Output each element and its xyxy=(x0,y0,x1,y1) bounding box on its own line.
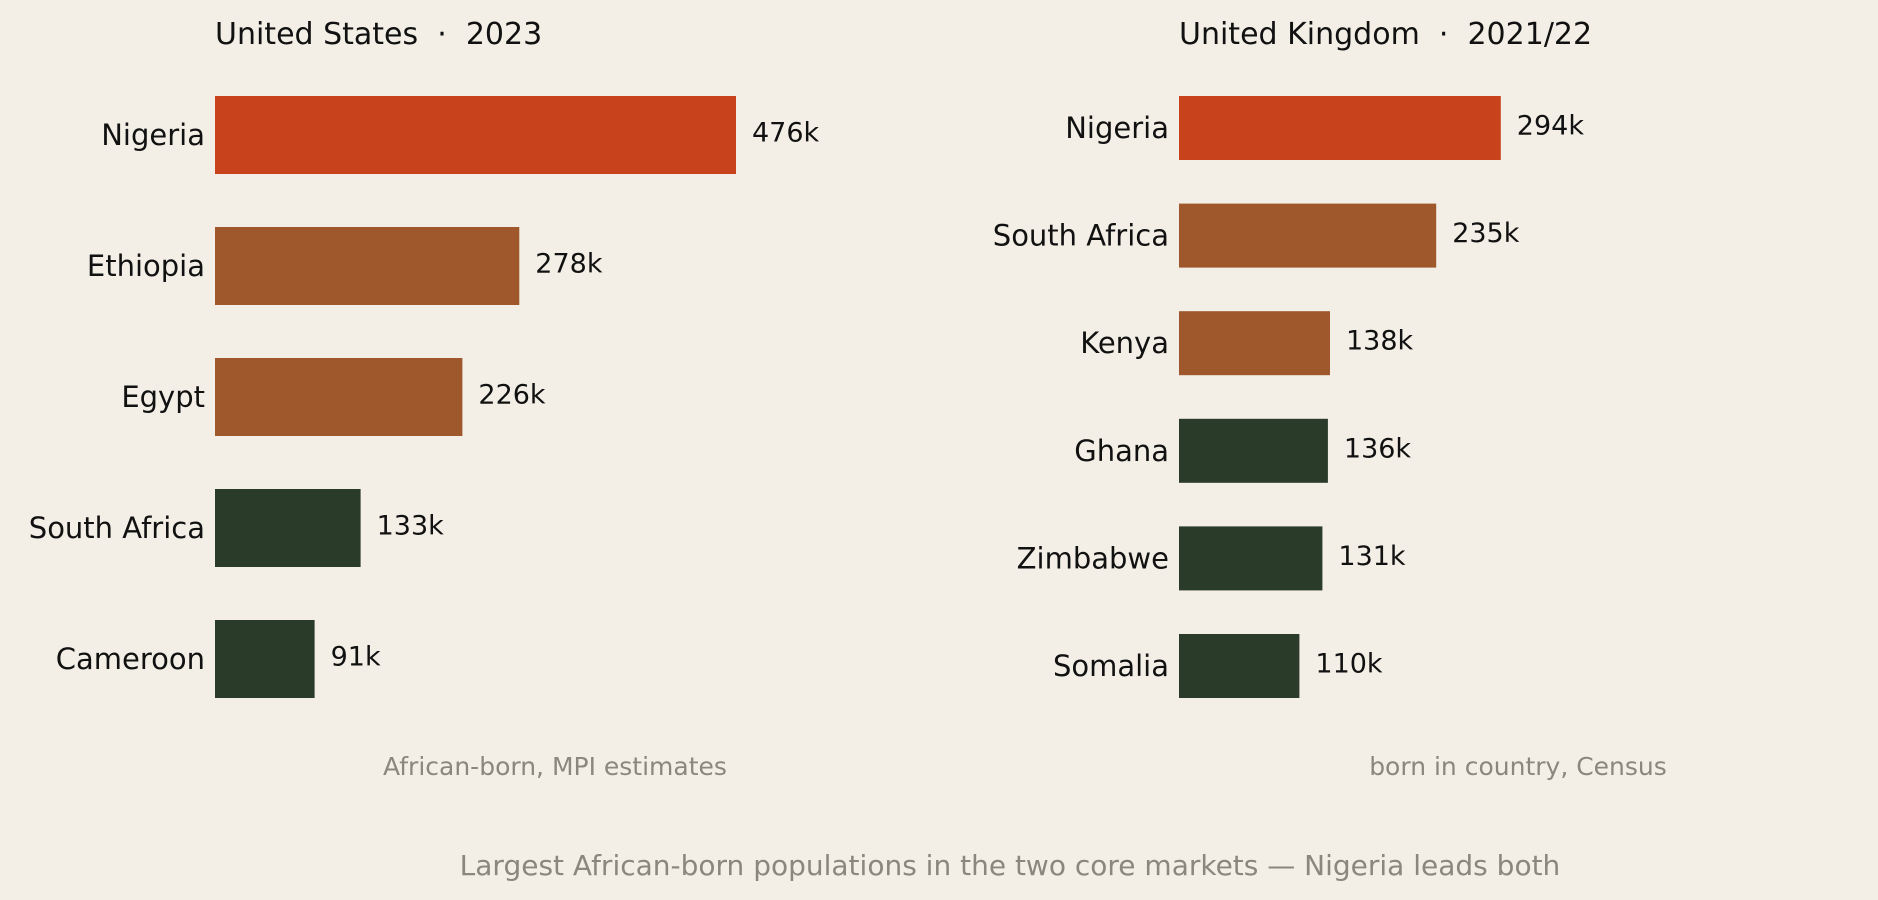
uk-bar xyxy=(1179,634,1300,698)
us-category-label: Ethiopia xyxy=(87,249,205,283)
us-category-label: Egypt xyxy=(121,380,205,414)
us-bar xyxy=(215,489,361,567)
uk-panel-title: United Kingdom · 2021/22 xyxy=(1179,17,1592,52)
us-value-label: 226k xyxy=(478,380,546,411)
us-category-label: Nigeria xyxy=(101,118,205,152)
us-panel: United States · 2023 Nigeria 476k Ethiopia… xyxy=(29,17,820,781)
us-bar xyxy=(215,96,736,174)
us-bar xyxy=(215,227,520,305)
uk-value-label: 131k xyxy=(1338,541,1406,572)
uk-category-label: Zimbabwe xyxy=(1017,541,1169,575)
us-panel-note: African-born, MPI estimates xyxy=(383,752,727,781)
us-category-label: South Africa xyxy=(29,511,205,545)
uk-value-label: 136k xyxy=(1344,433,1412,464)
uk-panel-note: born in country, Census xyxy=(1369,752,1667,781)
uk-category-label: Kenya xyxy=(1080,326,1169,360)
uk-value-label: 294k xyxy=(1517,111,1585,142)
us-bars: Nigeria 476k Ethiopia 278k Egypt 226k South Af… xyxy=(29,96,820,698)
us-value-label: 476k xyxy=(752,118,820,149)
us-value-label: 91k xyxy=(331,642,381,673)
uk-category-label: South Africa xyxy=(993,219,1169,253)
uk-bar xyxy=(1179,311,1330,376)
us-bar xyxy=(215,358,463,436)
uk-category-label: Ghana xyxy=(1074,434,1169,468)
uk-category-label: Nigeria xyxy=(1065,111,1169,145)
uk-bars: Nigeria 294k South Africa 235k Kenya 138k Ghan… xyxy=(993,96,1585,698)
us-panel-title: United States · 2023 xyxy=(215,17,542,52)
uk-panel: United Kingdom · 2021/22 Nigeria 294k Sout… xyxy=(993,17,1667,781)
uk-bar xyxy=(1179,203,1437,268)
uk-bar xyxy=(1179,96,1501,160)
us-category-label: Cameroon xyxy=(56,642,205,676)
uk-bar xyxy=(1179,526,1323,591)
uk-value-label: 110k xyxy=(1315,649,1383,680)
us-value-label: 133k xyxy=(377,511,445,542)
uk-category-label: Somalia xyxy=(1053,649,1169,683)
uk-value-label: 235k xyxy=(1452,218,1520,249)
uk-bar xyxy=(1179,418,1328,483)
uk-value-label: 138k xyxy=(1346,326,1414,357)
us-bar xyxy=(215,620,315,698)
us-value-label: 278k xyxy=(535,249,603,280)
chart-caption: Largest African-born populations in the … xyxy=(460,849,1561,882)
